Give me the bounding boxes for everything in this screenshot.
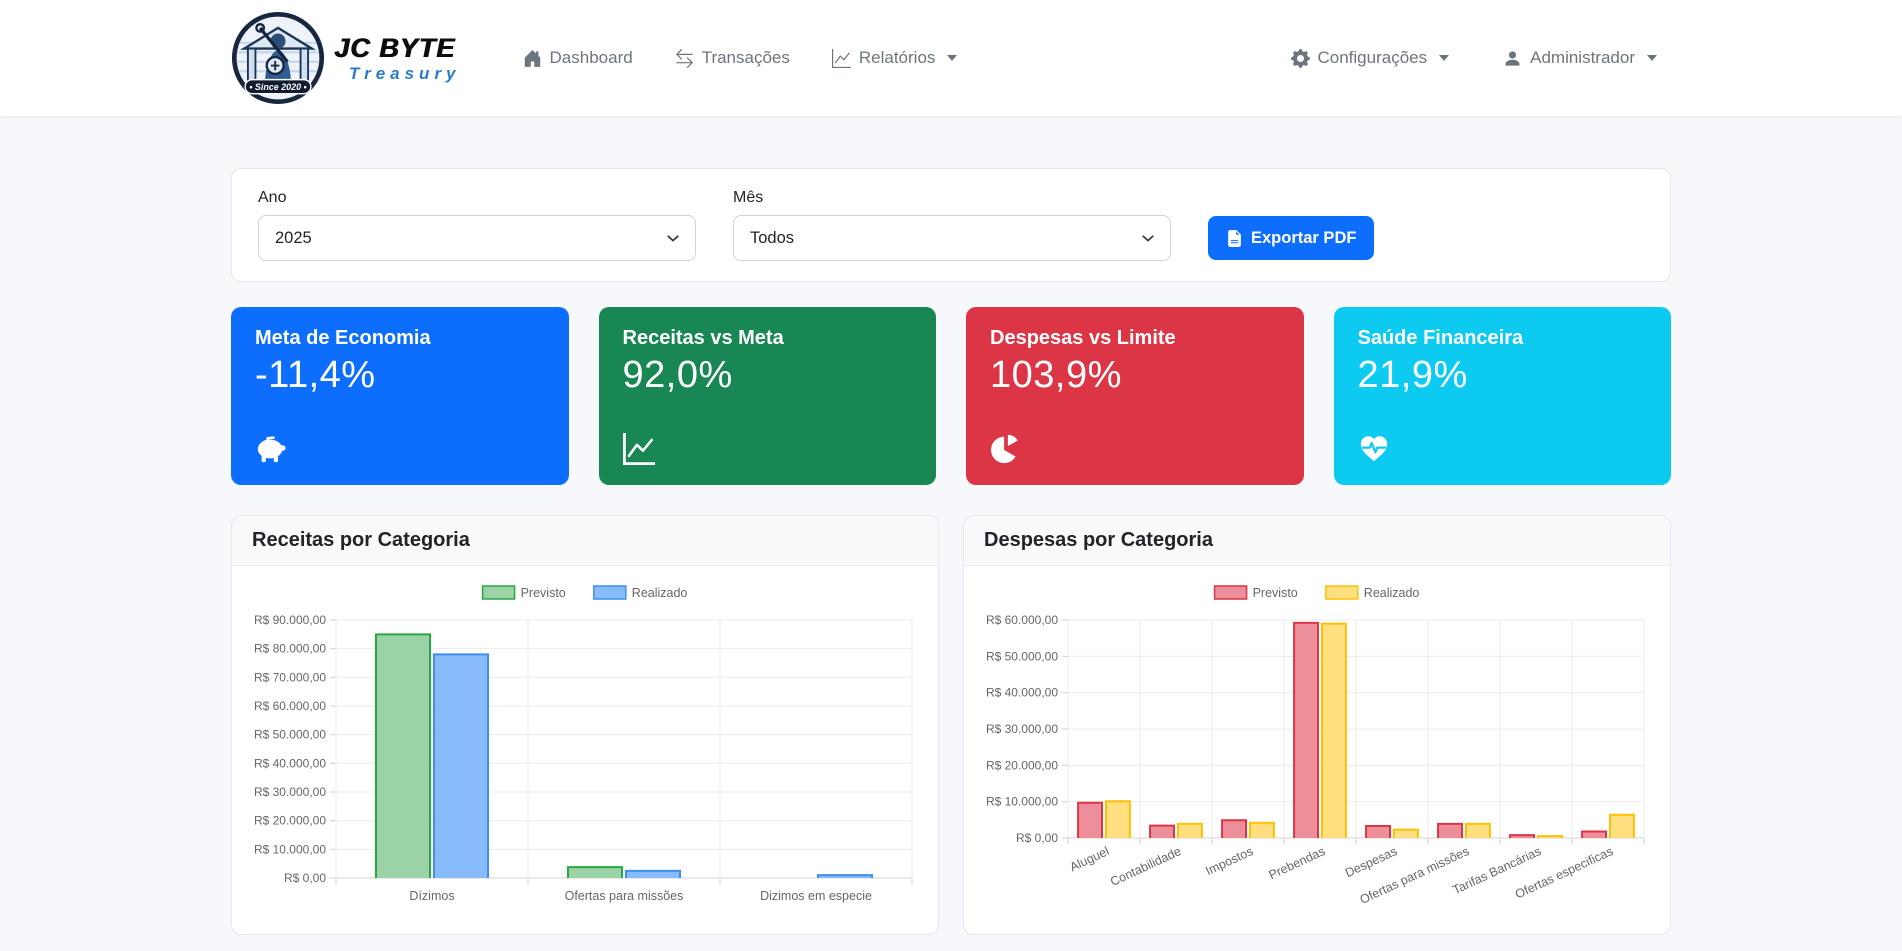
svg-text:R$ 0,00: R$ 0,00 [1016,831,1058,845]
stat-value: 21,9% [1357,354,1468,396]
svg-text:R$ 90.000,00: R$ 90.000,00 [254,613,326,627]
svg-text:Previsto: Previsto [521,586,566,600]
nav-links: Dashboard Transações Relatórios [509,40,972,76]
svg-text:Dízimos: Dízimos [409,889,454,903]
svg-text:R$ 40.000,00: R$ 40.000,00 [986,686,1058,700]
svg-text:R$ 20.000,00: R$ 20.000,00 [254,814,326,828]
despesas-chart-card: Despesas por Categoria Previsto Realizado… [963,515,1671,935]
house-icon [524,49,540,67]
svg-text:R$ 30.000,00: R$ 30.000,00 [254,785,326,799]
nav-item-configuracoes[interactable]: Configurações [1277,40,1464,76]
chart-line-icon [622,433,655,465]
navbar: • Since 2020 • JC Byte Treasury Dashboar… [0,0,1902,116]
stat-value: 103,9% [990,354,1122,396]
piggy-bank-icon [257,436,286,463]
stat-value: 92,0% [622,354,733,396]
svg-text:Previsto: Previsto [1253,586,1298,600]
nav-item-relatorios[interactable]: Relatórios [818,40,972,76]
charts-row: Receitas por Categoria Previsto Realizado… [231,515,1671,935]
svg-text:Dizimos em especie: Dizimos em especie [760,889,872,903]
stat-title: Saúde Financeira [1357,327,1524,349]
nav-item-label: Administrador [1530,48,1635,67]
svg-text:Prebendas: Prebendas [1267,844,1328,882]
brand-name: JC Byte [335,32,457,63]
nav-item-label: Relatórios [858,48,936,67]
svg-text:R$ 0,00: R$ 0,00 [284,871,326,885]
brand-emblem-icon: • Since 2020 • [231,11,325,105]
svg-text:Realizado: Realizado [1364,586,1420,600]
nav-right: Configurações Administrador [1277,40,1672,76]
stat-card: Receitas vs Meta 92,0% [598,307,936,485]
nav-item-label: Configurações [1317,48,1428,67]
stat-value: -11,4% [255,354,376,396]
svg-text:R$ 10.000,00: R$ 10.000,00 [986,795,1058,809]
stat-title: Meta de Economia [255,327,431,349]
stat-card: Despesas vs Limite 103,9% [966,307,1304,485]
svg-text:R$ 70.000,00: R$ 70.000,00 [254,670,326,684]
chevron-down-icon [947,55,958,61]
chevron-down-icon [1439,55,1450,61]
stat-card: Meta de Economia -11,4% [231,307,569,485]
pie-chart-icon [991,434,1018,464]
svg-text:R$ 60.000,00: R$ 60.000,00 [254,699,326,713]
nav-item-dashboard[interactable]: Dashboard [509,40,647,76]
chart-title: Despesas por Categoria [964,516,1670,566]
stat-card: Saúde Financeira 21,9% [1333,307,1671,485]
svg-text:R$ 30.000,00: R$ 30.000,00 [986,722,1058,736]
nav-item-administrador[interactable]: Administrador [1489,40,1671,76]
nav-item-transacoes[interactable]: Transações [661,40,804,76]
despesas-bar-chart[interactable]: Previsto Realizado R$ 0,00 R$ 10.000,00 R$ 2… [984,574,1652,922]
svg-text:R$ 40.000,00: R$ 40.000,00 [254,756,326,770]
svg-text:R$ 50.000,00: R$ 50.000,00 [986,649,1058,663]
year-field: Ano 2025 [258,189,696,261]
main-content: Ano 2025 Mês Todos [231,116,1671,935]
svg-text:Contabilidade: Contabilidade [1108,844,1183,889]
stats-row: Meta de Economia -11,4% Receitas vs Meta… [231,307,1671,485]
export-pdf-label: Exportar PDF [1251,228,1357,247]
svg-text:R$ 50.000,00: R$ 50.000,00 [254,728,326,742]
nav-item-label: Transações [701,48,790,67]
file-pdf-icon [1228,229,1241,247]
export-pdf-button[interactable]: Exportar PDF [1208,216,1375,260]
month-label: Mês [733,189,764,206]
chevron-down-icon [1647,55,1657,61]
stat-title: Receitas vs Meta [622,327,784,349]
receitas-bar-chart[interactable]: Previsto Realizado R$ 0,00 R$ 10.000,00 R$ 2… [252,574,920,922]
gear-icon [1290,48,1310,68]
nav-item-label: Dashboard [549,48,633,67]
brand-subtitle: Treasury [349,63,461,83]
graph-up-icon [831,48,851,68]
year-select[interactable]: 2025 [258,215,696,261]
receitas-chart-card: Receitas por Categoria Previsto Realizado… [231,515,939,935]
month-select[interactable]: Todos [733,215,1171,261]
filters-card: Ano 2025 Mês Todos [231,168,1671,282]
arrows-left-right-icon [675,48,693,68]
svg-text:Ofertas para missões: Ofertas para missões [565,889,684,903]
brand-since-text: • Since 2020 • [249,82,306,92]
svg-text:R$ 60.000,00: R$ 60.000,00 [986,613,1058,627]
svg-text:Impostos: Impostos [1203,844,1255,878]
svg-text:R$ 20.000,00: R$ 20.000,00 [986,758,1058,772]
svg-text:Aluguel: Aluguel [1068,844,1112,874]
year-label: Ano [258,189,287,206]
svg-text:R$ 80.000,00: R$ 80.000,00 [254,642,326,656]
svg-text:R$ 10.000,00: R$ 10.000,00 [254,842,326,856]
stat-title: Despesas vs Limite [990,327,1176,349]
chart-title: Receitas por Categoria [232,516,938,566]
brand-wordmark: JC Byte Treasury [335,32,461,83]
brand-logo[interactable]: • Since 2020 • JC Byte Treasury [231,11,461,105]
heart-pulse-icon [1360,436,1387,462]
person-icon [1505,50,1520,66]
svg-text:Realizado: Realizado [632,586,688,600]
svg-text:Despesas: Despesas [1343,844,1399,880]
month-field: Mês Todos [733,189,1171,261]
